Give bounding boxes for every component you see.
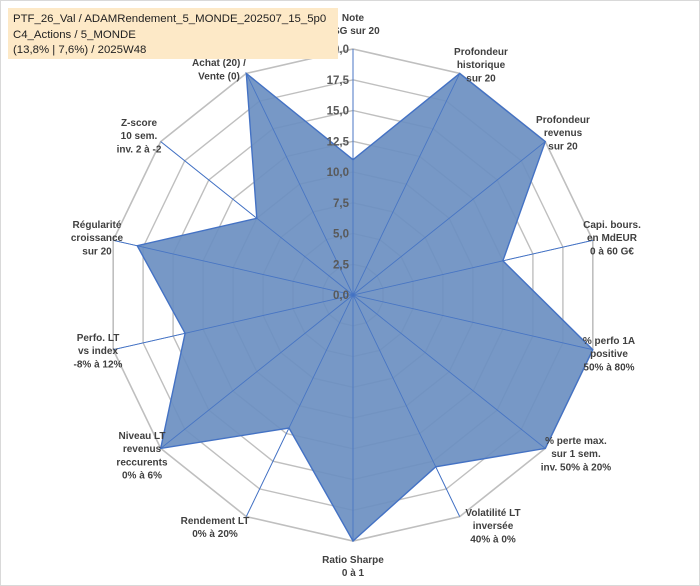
category-label-14-line-3: Vente (0) xyxy=(198,71,240,82)
title-line-1: PTF_26_Val / ADAMRendement_5_MONDE_20250… xyxy=(13,13,327,25)
tick-label-0: 0,0 xyxy=(333,290,349,302)
category-label-13-line-3: inv. 2 à -2 xyxy=(117,144,162,155)
category-label-6: % perte max. sur 1 sem. inv. 50% à 20% xyxy=(541,436,612,473)
category-label-11-line-3: -8% à 12% xyxy=(74,359,123,370)
category-label-2-line-1: Profondeur xyxy=(454,47,508,58)
tick-label-1: 2,5 xyxy=(333,259,350,271)
category-label-1-line-1: Note xyxy=(342,13,365,24)
category-label-12-line-2: croissance xyxy=(71,233,124,244)
title-line-3: (13,8% | 7,6%) / 2025W48 xyxy=(13,44,147,56)
category-label-1: Note ESG sur 20 xyxy=(326,13,380,37)
radar-series xyxy=(113,49,594,543)
category-label-10-line-1: Niveau LT xyxy=(118,431,165,442)
category-label-2-line-3: sur 20 xyxy=(466,73,496,84)
category-label-2-line-2: historique xyxy=(457,60,506,71)
category-label-3-line-2: revenus xyxy=(544,128,583,139)
category-label-10-line-4: 0% à 6% xyxy=(122,471,162,482)
category-label-7-line-1: Volatilité LT xyxy=(465,508,520,519)
category-label-2: Profondeur historique sur 20 xyxy=(454,47,508,84)
category-label-5: % perfo 1A positive 50% à 80% xyxy=(583,336,635,373)
category-label-6-line-3: inv. 50% à 20% xyxy=(541,462,612,473)
axis-spoke-overlay-4 xyxy=(352,239,593,296)
tick-label-3: 7,5 xyxy=(333,198,350,210)
category-label-9-line-1: Rendement LT xyxy=(181,516,250,527)
category-label-13-line-2: 10 sem. xyxy=(121,131,158,142)
category-label-1-line-2: ESG sur 20 xyxy=(326,26,380,37)
category-label-12-line-1: Régularité xyxy=(73,220,122,231)
category-label-7-line-2: inversée xyxy=(473,521,514,532)
category-label-8-line-2: 0 à 1 xyxy=(342,568,365,579)
category-label-4-line-3: 0 à 60 G€ xyxy=(590,246,634,257)
category-label-6-line-2: sur 1 sem. xyxy=(551,449,601,460)
axis-spoke-overlay-7 xyxy=(352,294,461,517)
tick-label-2: 5,0 xyxy=(333,229,349,241)
tick-label-6: 15,0 xyxy=(327,106,349,118)
category-label-7: Volatilité LT inversée 40% à 0% xyxy=(465,508,520,545)
category-label-11-line-2: vs index xyxy=(78,346,118,357)
category-label-5-line-1: % perfo 1A xyxy=(583,336,635,347)
axis-spoke-overlay-2 xyxy=(352,73,461,296)
axis-spoke-overlay-6 xyxy=(352,294,546,449)
category-label-3-line-3: sur 20 xyxy=(548,141,578,152)
chart-title-box: PTF_26_Val / ADAMRendement_5_MONDE_20250… xyxy=(8,8,338,59)
category-label-5-line-2: positive xyxy=(590,349,628,360)
category-label-11: Perfo. LT vs index -8% à 12% xyxy=(74,333,123,370)
category-label-10-line-2: revenus xyxy=(123,444,162,455)
axis-spoke-overlay-14 xyxy=(245,73,354,296)
category-label-13-line-1: Z-score xyxy=(121,118,158,129)
category-label-10-line-3: reccurents xyxy=(116,457,168,468)
category-label-3: Profondeur revenus sur 20 xyxy=(536,115,590,152)
tick-label-5: 12,5 xyxy=(327,136,350,148)
axis-spoke-overlay-3 xyxy=(352,141,546,296)
category-label-9-line-2: 0% à 20% xyxy=(192,529,238,540)
category-label-12-line-3: sur 20 xyxy=(82,246,112,257)
axis-spoke-overlay-12 xyxy=(113,239,354,296)
axis-spoke-overlay-9 xyxy=(245,294,354,517)
axis-spoke-overlay-13 xyxy=(160,141,354,296)
category-label-4: Capi. bours. en MdEUR 0 à 60 G€ xyxy=(583,220,641,257)
radar-tick-labels: 0,02,55,07,510,012,515,017,520,0 xyxy=(327,44,350,302)
category-label-14-line-2: Achat (20) / xyxy=(192,58,246,69)
category-label-13: Z-score 10 sem. inv. 2 à -2 xyxy=(117,118,162,155)
category-label-6-line-1: % perte max. xyxy=(545,436,607,447)
category-label-4-line-2: en MdEUR xyxy=(587,233,638,244)
category-label-9: Rendement LT 0% à 20% xyxy=(181,516,250,540)
category-label-5-line-3: 50% à 80% xyxy=(583,362,634,373)
category-label-4-line-1: Capi. bours. xyxy=(583,220,641,231)
category-label-12: Régularité croissance sur 20 xyxy=(71,220,124,257)
category-label-10: Niveau LT revenus reccurents 0% à 6% xyxy=(116,431,168,482)
title-line-2: C4_Actions / 5_MONDE xyxy=(13,28,136,41)
axis-spoke-overlay-10 xyxy=(160,294,354,449)
tick-label-4: 10,0 xyxy=(327,167,349,179)
category-label-3-line-1: Profondeur xyxy=(536,115,590,126)
axis-spoke-overlay-11 xyxy=(113,294,354,351)
axis-spoke-overlay-5 xyxy=(352,294,593,351)
category-label-11-line-1: Perfo. LT xyxy=(77,333,120,344)
category-label-8-line-1: Ratio Sharpe xyxy=(322,555,384,566)
tick-label-7: 17,5 xyxy=(327,75,350,87)
category-label-8: Ratio Sharpe 0 à 1 xyxy=(322,555,384,579)
category-label-7-line-3: 40% à 0% xyxy=(470,534,516,545)
